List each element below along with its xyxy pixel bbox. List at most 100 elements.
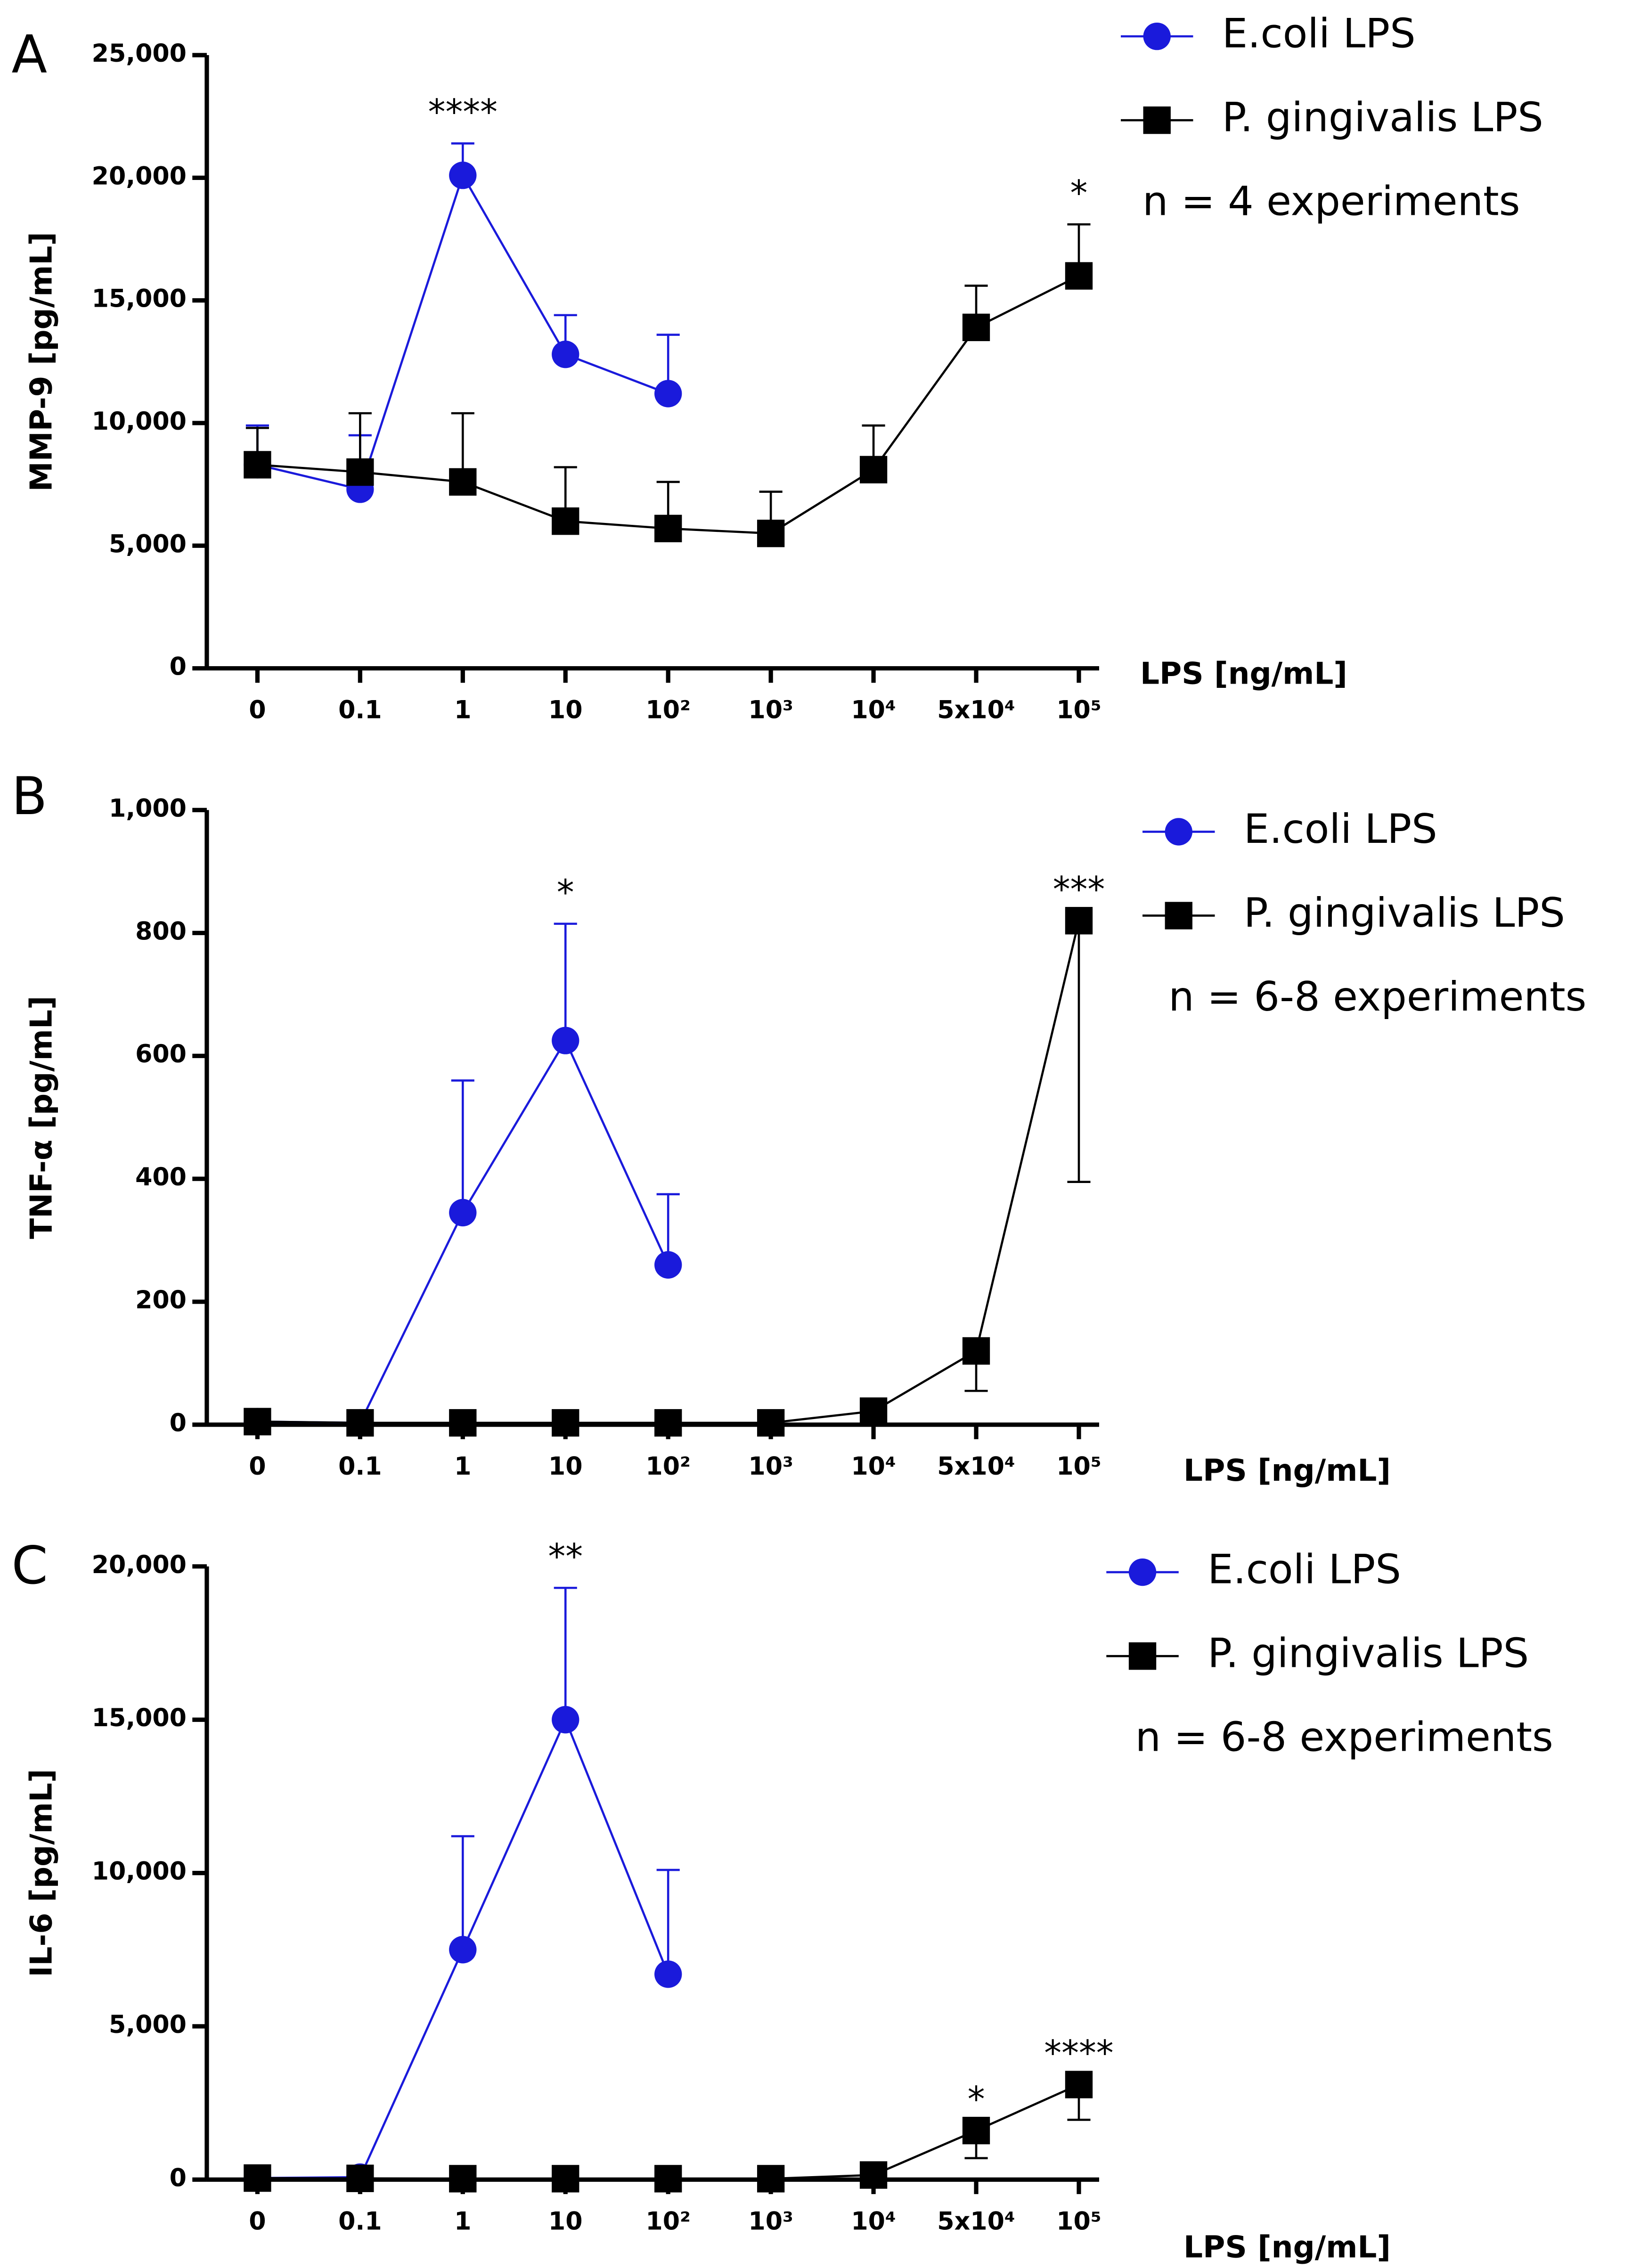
significance: ** xyxy=(548,1537,583,1577)
legend-marker xyxy=(1165,818,1192,846)
significance: **** xyxy=(1044,2033,1113,2073)
x-axis-label: LPS [ng/mL] xyxy=(1140,656,1347,691)
x-tick-label: 1 xyxy=(454,2207,471,2235)
legend-marker xyxy=(1143,22,1171,50)
marker xyxy=(962,313,990,342)
legend-marker xyxy=(1128,1558,1157,1586)
y-axis-label: TNF-α [pg/mL] xyxy=(24,996,59,1239)
y-tick-label: 10,000 xyxy=(92,1858,187,1886)
x-tick-label: 10 xyxy=(548,2207,583,2235)
x-tick-label: 10⁴ xyxy=(851,1452,896,1481)
x-tick-label: 10⁵ xyxy=(1056,696,1101,725)
y-tick-label: 400 xyxy=(135,1163,187,1191)
marker xyxy=(552,507,579,535)
marker xyxy=(757,2165,785,2193)
x-tick-label: 10³ xyxy=(748,2207,793,2235)
y-tick-label: 15,000 xyxy=(92,285,187,313)
y-tick-label: 20,000 xyxy=(92,162,187,190)
marker xyxy=(1065,2071,1093,2098)
marker xyxy=(654,1251,682,1279)
legend-label: E.coli LPS xyxy=(1222,10,1416,57)
marker xyxy=(449,2165,477,2193)
significance: * xyxy=(968,2080,985,2120)
marker xyxy=(552,1027,579,1054)
legend-label: P. gingivalis LPS xyxy=(1208,1630,1529,1677)
x-tick-label: 1 xyxy=(454,1452,471,1481)
marker xyxy=(859,1397,888,1425)
y-tick-label: 0 xyxy=(170,2164,187,2192)
note: n = 4 experiments xyxy=(1142,178,1520,225)
marker xyxy=(859,2161,888,2189)
x-tick-label: 10² xyxy=(645,696,690,725)
x-tick-label: 5x10⁴ xyxy=(937,696,1015,725)
y-tick-label: 200 xyxy=(135,1286,187,1314)
marker xyxy=(552,341,579,368)
x-tick-label: 0 xyxy=(249,2207,266,2235)
y-tick-label: 800 xyxy=(135,917,187,946)
y-tick-label: 10,000 xyxy=(92,408,187,436)
marker xyxy=(244,2164,271,2192)
legend-marker xyxy=(1128,1642,1157,1670)
marker xyxy=(654,380,682,408)
x-tick-label: 5x10⁴ xyxy=(937,2207,1015,2235)
y-tick-label: 15,000 xyxy=(92,1704,187,1732)
significance: *** xyxy=(1053,870,1105,910)
x-tick-label: 10³ xyxy=(748,1452,793,1481)
y-tick-label: 5,000 xyxy=(109,2011,187,2039)
legend-label: E.coli LPS xyxy=(1208,1546,1401,1593)
note: n = 6-8 experiments xyxy=(1168,973,1586,1020)
marker xyxy=(449,1936,477,1964)
panel-letter: C xyxy=(12,1535,48,1596)
x-tick-label: 0 xyxy=(249,1452,266,1481)
marker xyxy=(1065,907,1093,935)
x-tick-label: 0.1 xyxy=(338,1452,382,1481)
y-tick-label: 5,000 xyxy=(109,530,187,558)
series-line xyxy=(257,920,1080,1424)
y-tick-label: 20,000 xyxy=(92,1551,187,1579)
y-tick-label: 0 xyxy=(170,1409,187,1437)
marker xyxy=(552,2165,579,2193)
marker xyxy=(449,161,477,189)
x-tick-label: 10⁴ xyxy=(851,2207,896,2235)
x-tick-label: 0.1 xyxy=(338,696,382,725)
legend-label: E.coli LPS xyxy=(1244,806,1437,853)
legend-marker xyxy=(1165,902,1192,930)
marker xyxy=(346,1409,374,1437)
x-tick-label: 10 xyxy=(548,1452,583,1481)
x-tick-label: 10³ xyxy=(748,696,793,725)
marker xyxy=(654,2165,682,2193)
x-axis-label: LPS [ng/mL] xyxy=(1183,2229,1391,2265)
marker xyxy=(552,1409,579,1437)
marker xyxy=(1065,262,1093,290)
marker xyxy=(757,1409,785,1437)
marker xyxy=(552,1706,579,1734)
note: n = 6-8 experiments xyxy=(1135,1714,1553,1761)
marker xyxy=(346,458,374,486)
x-tick-label: 5x10⁴ xyxy=(937,1452,1015,1481)
y-tick-label: 600 xyxy=(135,1040,187,1069)
marker xyxy=(346,2164,374,2192)
marker xyxy=(449,1199,477,1227)
marker xyxy=(962,1337,990,1365)
marker xyxy=(449,468,477,496)
legend-marker xyxy=(1143,106,1171,134)
significance: **** xyxy=(428,92,498,132)
marker xyxy=(244,451,271,479)
y-tick-label: 25,000 xyxy=(92,40,187,68)
panel-letter: A xyxy=(12,24,48,85)
y-tick-label: 0 xyxy=(170,653,187,681)
x-tick-label: 10 xyxy=(548,696,583,725)
significance: * xyxy=(557,873,574,913)
legend-label: P. gingivalis LPS xyxy=(1244,889,1565,937)
x-tick-label: 10² xyxy=(645,2207,690,2235)
x-tick-label: 10⁴ xyxy=(851,696,896,725)
x-tick-label: 1 xyxy=(454,696,471,725)
marker xyxy=(449,1409,477,1437)
marker xyxy=(654,1960,682,1988)
y-axis-label: MMP-9 [pg/mL] xyxy=(24,232,59,491)
marker xyxy=(962,2117,990,2145)
marker xyxy=(654,1409,682,1437)
marker xyxy=(859,456,888,484)
